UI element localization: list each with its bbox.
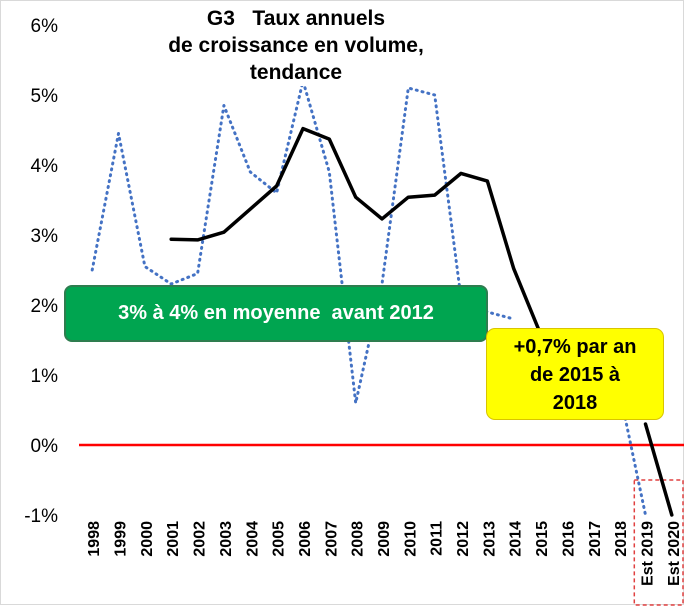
recent-growth-line-1: +0,7% par an <box>513 336 637 358</box>
chart-title: G3 Taux annuels de croissance en volume,… <box>151 5 441 86</box>
x-tick-label: 2009 <box>376 521 393 557</box>
x-tick-label: 2011 <box>429 521 446 556</box>
y-tick-label: 6% <box>31 16 59 37</box>
trend-solid-series <box>643 422 674 517</box>
x-tick-label: 2005 <box>271 521 288 557</box>
x-tick-label: 2010 <box>402 521 419 557</box>
chart-title-line-3: tendance <box>249 61 343 84</box>
x-tick-label: Est 2019 <box>639 521 656 586</box>
x-tick-label: 1998 <box>86 521 103 557</box>
x-tick-label: 2004 <box>244 521 261 557</box>
x-tick-label: 2016 <box>560 521 577 557</box>
y-tick-label: 3% <box>31 226 59 247</box>
x-tick-label: 2007 <box>323 521 340 557</box>
x-tick-label: 2000 <box>139 521 156 557</box>
x-tick-label: Est 2020 <box>666 521 683 586</box>
x-tick-label: 2014 <box>508 521 525 557</box>
y-tick-label: 1% <box>31 366 59 387</box>
recent-growth-line-3: 2018 <box>552 392 598 414</box>
annual-growth-dotted-series <box>617 387 647 517</box>
chart-title-line-1: G3 Taux annuels <box>206 7 386 30</box>
x-tick-label: 2013 <box>481 521 498 557</box>
y-tick-label: -1% <box>24 506 58 527</box>
x-tick-label: 2017 <box>587 521 604 557</box>
x-tick-label: 2018 <box>613 521 630 557</box>
recent-growth-annotation: +0,7% par an de 2015 à 2018 <box>486 328 664 420</box>
x-tick-label: 2008 <box>350 521 367 557</box>
x-tick-label: 2001 <box>165 521 182 557</box>
x-tick-label: 2012 <box>455 521 472 557</box>
recent-growth-line-2: de 2015 à <box>529 364 621 386</box>
y-tick-label: 2% <box>31 296 59 317</box>
average-growth-annotation: 3% à 4% en moyenne avant 2012 <box>64 285 488 342</box>
y-tick-label: 5% <box>31 86 59 107</box>
x-tick-label: 1999 <box>113 521 130 557</box>
chart-title-line-2: de croissance en volume, <box>168 34 424 57</box>
trend-solid-series <box>169 126 542 335</box>
y-tick-label: 0% <box>31 436 59 457</box>
x-tick-label: 2002 <box>192 521 209 557</box>
y-tick-label: 4% <box>31 156 59 177</box>
x-tick-label: 2003 <box>218 521 235 557</box>
x-tick-label: 2015 <box>534 521 551 557</box>
x-tick-label: 2006 <box>297 521 314 557</box>
